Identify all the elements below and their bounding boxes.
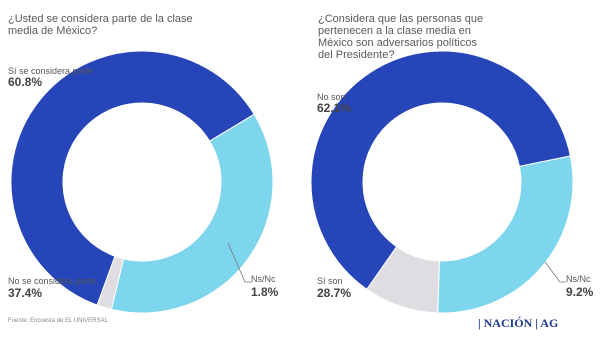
section-brand: | NACIÓN | AG xyxy=(478,316,559,330)
chart-1-slice-3 xyxy=(96,255,125,310)
source-note: Fuente: Encuesta de EL UNIVERSAL xyxy=(8,318,108,324)
chart-2-title: ¿Considera que las personas que pertenec… xyxy=(318,13,484,61)
chart-1-slice-1-value: 60.8% xyxy=(8,75,43,89)
chart-1-slice-3-label: Ns/Nc xyxy=(251,274,276,284)
chart-1-slice-1-label: Sí se considera parte xyxy=(8,66,94,76)
chart-1-slice-2-value: 37.4% xyxy=(8,286,43,300)
leader-line-2 xyxy=(544,261,566,283)
chart-2-slice-2-value: 28.7% xyxy=(317,286,352,300)
leader-line-1 xyxy=(227,242,252,283)
chart-2-slice-3 xyxy=(366,246,440,314)
donut-chart-1 xyxy=(10,50,274,314)
chart-2-slice-1-label: No son xyxy=(317,92,346,102)
chart-2-slice-3-value: 9.2% xyxy=(566,285,594,299)
donut-chart-2 xyxy=(310,50,574,314)
chart-1-slice-2-label: No se considera parte xyxy=(8,276,97,286)
chart-1-slice-3-value: 1.8% xyxy=(251,285,279,299)
chart-2-slice-3-label: Ns/Nc xyxy=(566,274,591,284)
chart-2-slice-1-value: 62.1% xyxy=(317,101,352,115)
chart-1-slice-1 xyxy=(10,50,255,306)
chart-1-title: ¿Usted se considera parte de la clase me… xyxy=(8,13,193,37)
chart-2-slice-2 xyxy=(437,155,574,314)
chart-2-slice-1 xyxy=(310,50,571,291)
chart-2-slice-2-label: Sí son xyxy=(317,276,343,286)
chart-1-slice-2 xyxy=(110,113,274,314)
